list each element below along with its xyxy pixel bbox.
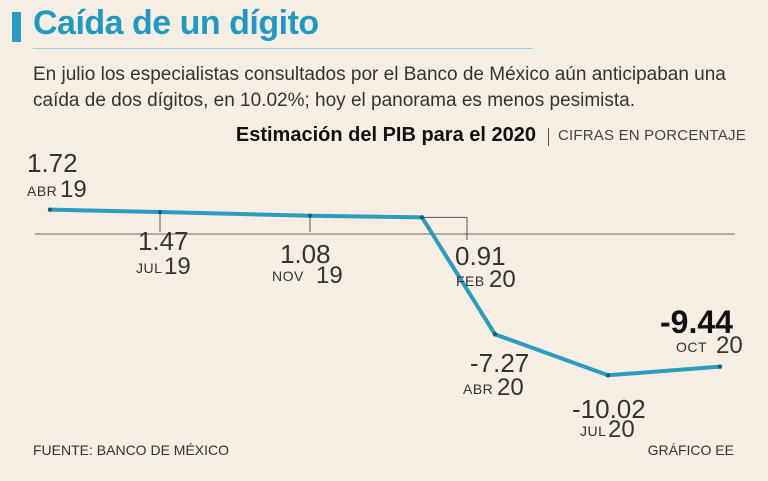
point-jul-20 [605, 373, 611, 378]
subtitle: En julio los especialistas consultados p… [33, 64, 726, 111]
year-label-oct-20: 20 [716, 332, 743, 359]
value-label-nov-19: 1.08 [280, 239, 331, 269]
point-abr-19 [47, 207, 53, 212]
chart-title-divider [548, 128, 549, 146]
chart-ticks [159, 212, 468, 240]
chart-title: Estimación del PIB para el 2020 [235, 124, 536, 146]
year-label-jul-19: 19 [164, 253, 191, 280]
title-rule [33, 48, 533, 49]
point-jul-19 [157, 209, 163, 215]
year-label-jul-20: 20 [608, 416, 635, 443]
value-label-oct-20: -9.44 [660, 304, 733, 340]
value-label-abr-19: 1.72 [27, 148, 78, 178]
month-label-abr-19: ABR [27, 183, 58, 199]
year-label-feb-20: 20 [489, 266, 516, 293]
year-label-nov-19: 19 [316, 262, 343, 289]
point-oct-20 [717, 364, 723, 369]
point-feb-20 [419, 215, 425, 220]
source-note: FUENTE: BANCO DE MÉXICO [33, 442, 230, 458]
value-label-feb-20: 0.91 [455, 241, 506, 271]
year-label-abr-20: 20 [497, 374, 524, 401]
month-label-abr-20: ABR [463, 381, 494, 397]
month-label-feb-20: FEB [456, 273, 485, 289]
value-label-abr-20: -7.27 [470, 348, 530, 378]
month-label-jul-19: JUL [136, 260, 163, 276]
page-title: Caída de un dígito [33, 4, 319, 42]
point-nov-19 [307, 213, 313, 218]
value-label-jul-19: 1.47 [138, 226, 189, 256]
graphic-credit: GRÁFICO EE [647, 442, 734, 458]
chart-points [47, 207, 723, 378]
value-label-jul-20: -10.02 [572, 394, 646, 424]
month-label-jul-20: JUL [580, 423, 607, 439]
month-label-oct-20: OCT [676, 339, 708, 355]
month-label-nov-19: NOV [272, 268, 304, 284]
chart-units: CIFRAS EN PORCENTAJE [558, 127, 746, 144]
year-label-abr-19: 19 [60, 176, 87, 203]
point-abr-20 [492, 332, 498, 337]
title-accent-bar [12, 12, 21, 42]
